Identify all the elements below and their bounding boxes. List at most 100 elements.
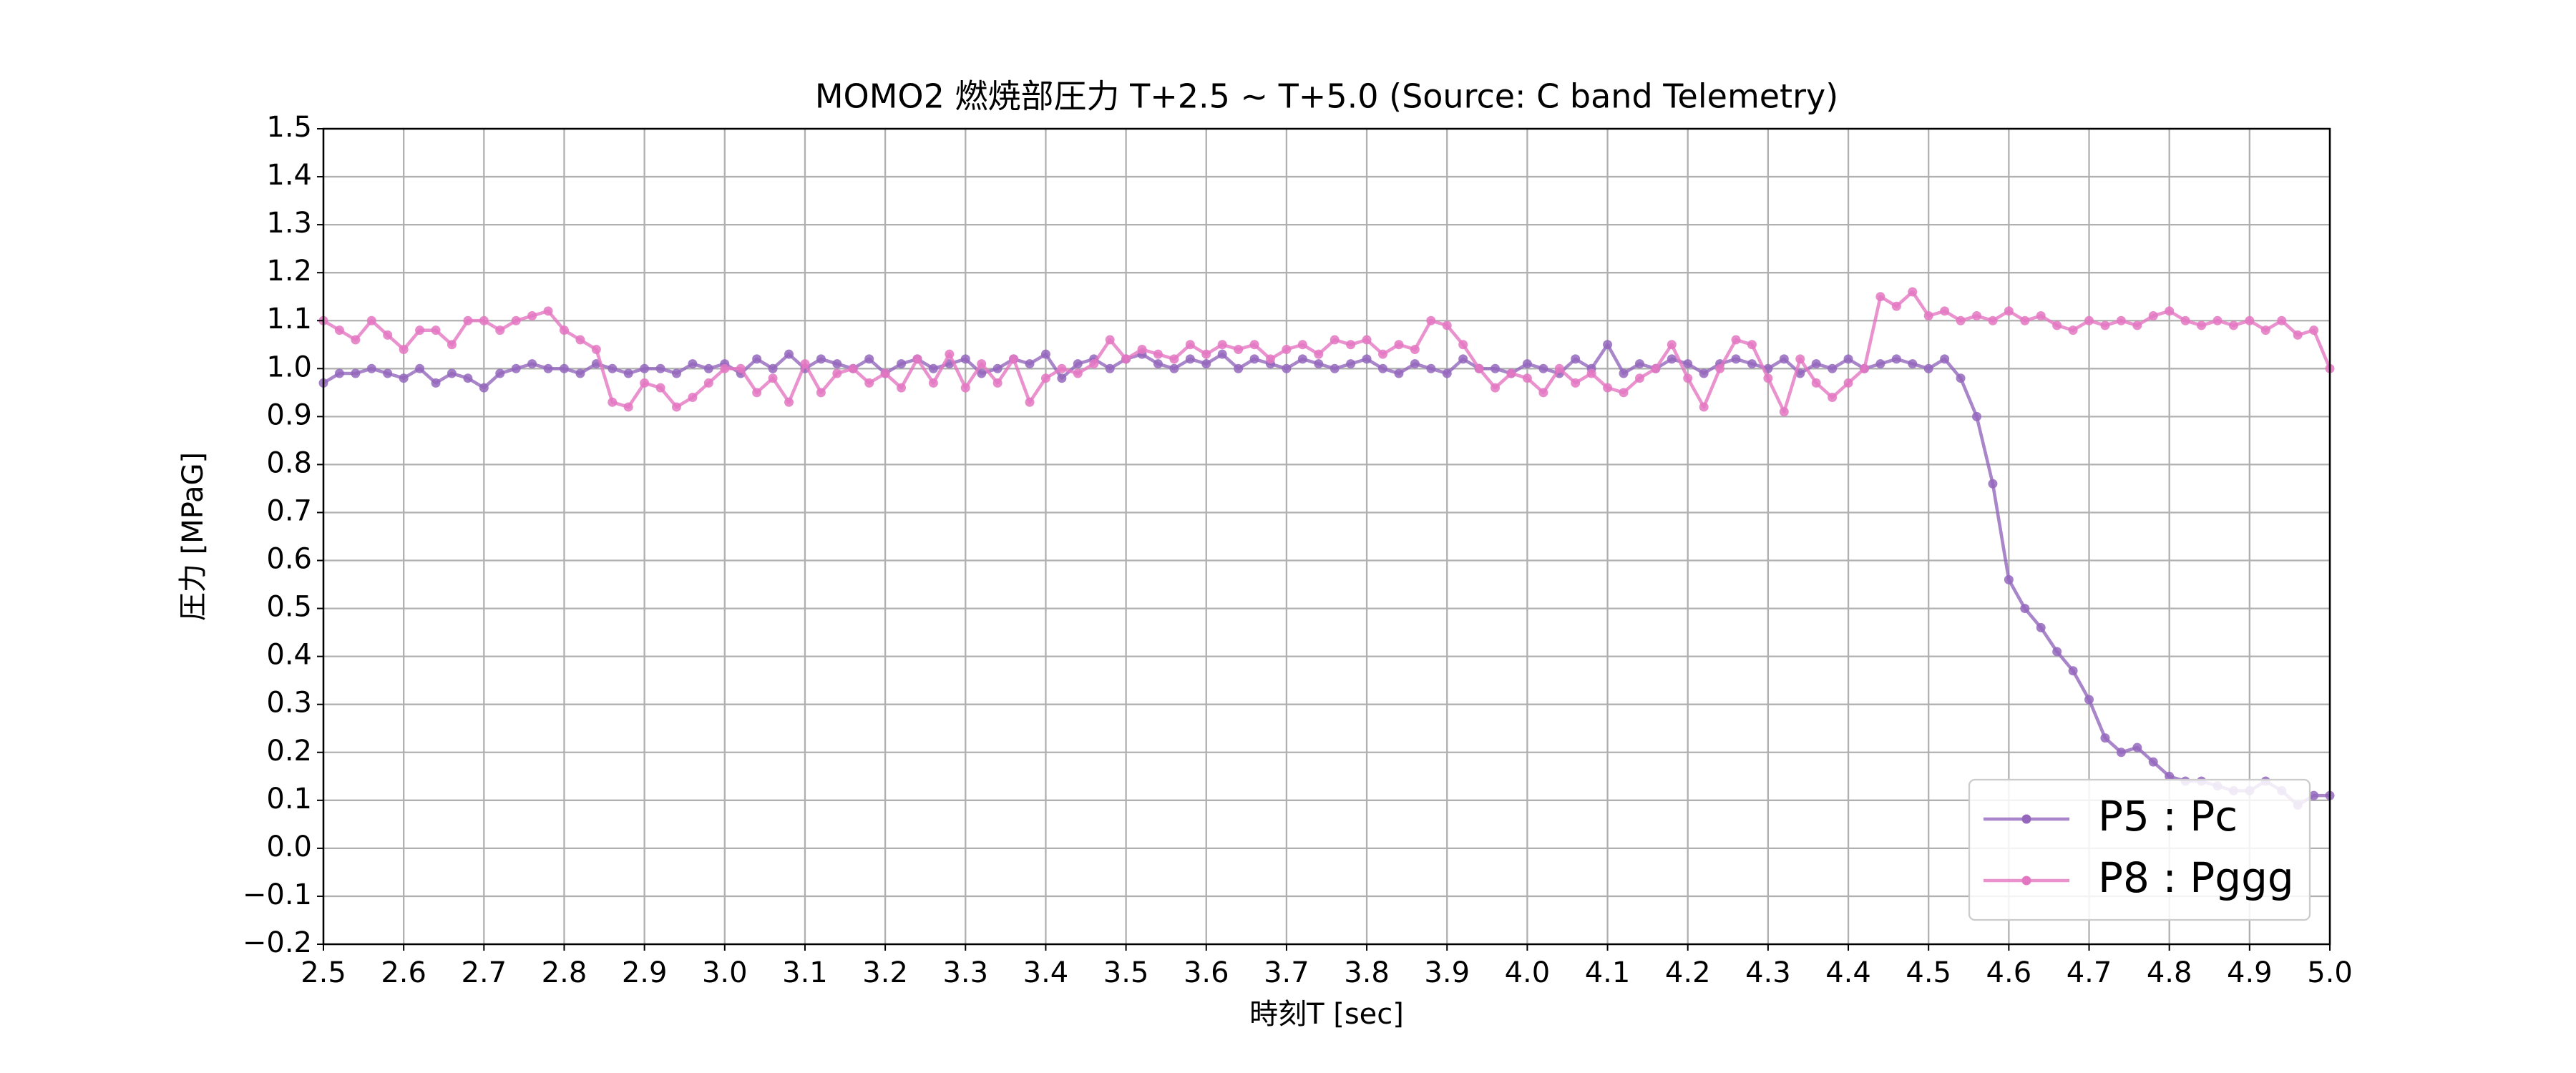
data-point (672, 368, 682, 378)
data-point (1314, 349, 1324, 359)
chart-title: MOMO2 燃焼部圧力 T+2.5 ~ T+5.0 (Source: C ban… (815, 77, 1838, 116)
data-point (945, 349, 955, 359)
y-tick-label: 1.4 (266, 159, 312, 192)
x-tick-label: 2.6 (381, 956, 426, 989)
data-point (1137, 344, 1147, 354)
y-tick-label: 1.2 (266, 255, 312, 288)
data-point (960, 354, 970, 364)
data-point (2165, 306, 2175, 316)
data-point (1426, 315, 1436, 325)
data-point (1442, 368, 1452, 378)
x-tick-label: 4.8 (2147, 956, 2192, 989)
x-tick-label: 3.8 (1344, 956, 1390, 989)
data-point (703, 378, 713, 388)
data-point (1330, 363, 1340, 373)
y-axis-label: 圧力 [MPaG] (177, 452, 210, 621)
y-tick-label: 0.0 (266, 831, 312, 863)
data-point (1843, 378, 1853, 388)
y-tick-label: 1.5 (266, 111, 312, 144)
data-point (1362, 354, 1372, 364)
data-point (1747, 359, 1757, 369)
data-point (1217, 340, 1227, 350)
data-point (1538, 363, 1548, 373)
data-point (334, 368, 344, 378)
data-point (1378, 349, 1388, 359)
data-point (2277, 315, 2287, 325)
legend: P5 : Pc P8 : Pggg (1968, 778, 2311, 921)
data-point (688, 393, 698, 403)
x-tick-label: 4.9 (2227, 956, 2273, 989)
data-point (768, 373, 778, 383)
data-point (992, 363, 1002, 373)
data-point (1282, 363, 1292, 373)
data-point (672, 402, 682, 412)
data-point (1940, 354, 1950, 364)
data-point (1634, 373, 1644, 383)
data-point (1522, 373, 1532, 383)
data-point (366, 315, 376, 325)
data-point (1089, 359, 1099, 369)
data-point (1619, 368, 1629, 378)
data-point (1057, 373, 1067, 383)
data-point (1506, 368, 1516, 378)
data-point (832, 368, 842, 378)
data-point (1121, 354, 1131, 364)
x-tick-label: 4.2 (1665, 956, 1711, 989)
y-tick-label: 1.1 (266, 303, 312, 335)
data-point (1491, 383, 1501, 393)
data-point (703, 363, 713, 373)
data-point (1346, 340, 1356, 350)
data-point (928, 363, 938, 373)
data-point (527, 359, 537, 369)
data-point (463, 315, 473, 325)
data-point (2148, 311, 2158, 321)
data-point (351, 368, 361, 378)
data-point (736, 363, 746, 373)
data-point (897, 359, 907, 369)
data-point (1234, 363, 1244, 373)
data-point (1683, 359, 1693, 369)
data-point (2036, 622, 2046, 632)
data-point (848, 363, 858, 373)
data-point (977, 359, 987, 369)
data-point (655, 383, 665, 393)
data-point (2068, 666, 2078, 676)
data-point (1057, 363, 1067, 373)
data-point (1908, 359, 1918, 369)
data-point (1297, 340, 1307, 350)
data-point (752, 354, 762, 364)
data-point (1265, 354, 1275, 364)
data-point (1249, 340, 1259, 350)
data-point (1699, 368, 1709, 378)
x-tick-label: 2.9 (622, 956, 668, 989)
data-point (383, 368, 393, 378)
data-point (351, 335, 361, 345)
legend-box (1968, 778, 2311, 921)
y-tick-label: 0.6 (266, 543, 312, 576)
data-point (2228, 320, 2238, 330)
x-tick-label: 4.0 (1505, 956, 1551, 989)
data-point (1426, 363, 1436, 373)
data-point (383, 330, 393, 340)
x-tick-label: 3.2 (862, 956, 908, 989)
data-point (1346, 359, 1356, 369)
data-point (1040, 373, 1050, 383)
data-point (1040, 349, 1050, 359)
x-tick-label: 2.8 (542, 956, 587, 989)
data-point (1956, 373, 1966, 383)
y-tick-label: 0.3 (266, 687, 312, 720)
data-point (399, 373, 409, 383)
y-tick-label: 0.8 (266, 446, 312, 479)
data-point (1105, 335, 1115, 345)
data-point (559, 325, 569, 335)
data-point (1923, 363, 1933, 373)
data-point (415, 325, 425, 335)
data-point (447, 368, 457, 378)
y-tick-label: 0.2 (266, 735, 312, 768)
data-point (1795, 354, 1805, 364)
data-point (2100, 320, 2110, 330)
data-point (1538, 388, 1548, 398)
data-point (366, 363, 376, 373)
data-point (1891, 301, 1901, 311)
y-tick-label: 0.7 (266, 494, 312, 527)
